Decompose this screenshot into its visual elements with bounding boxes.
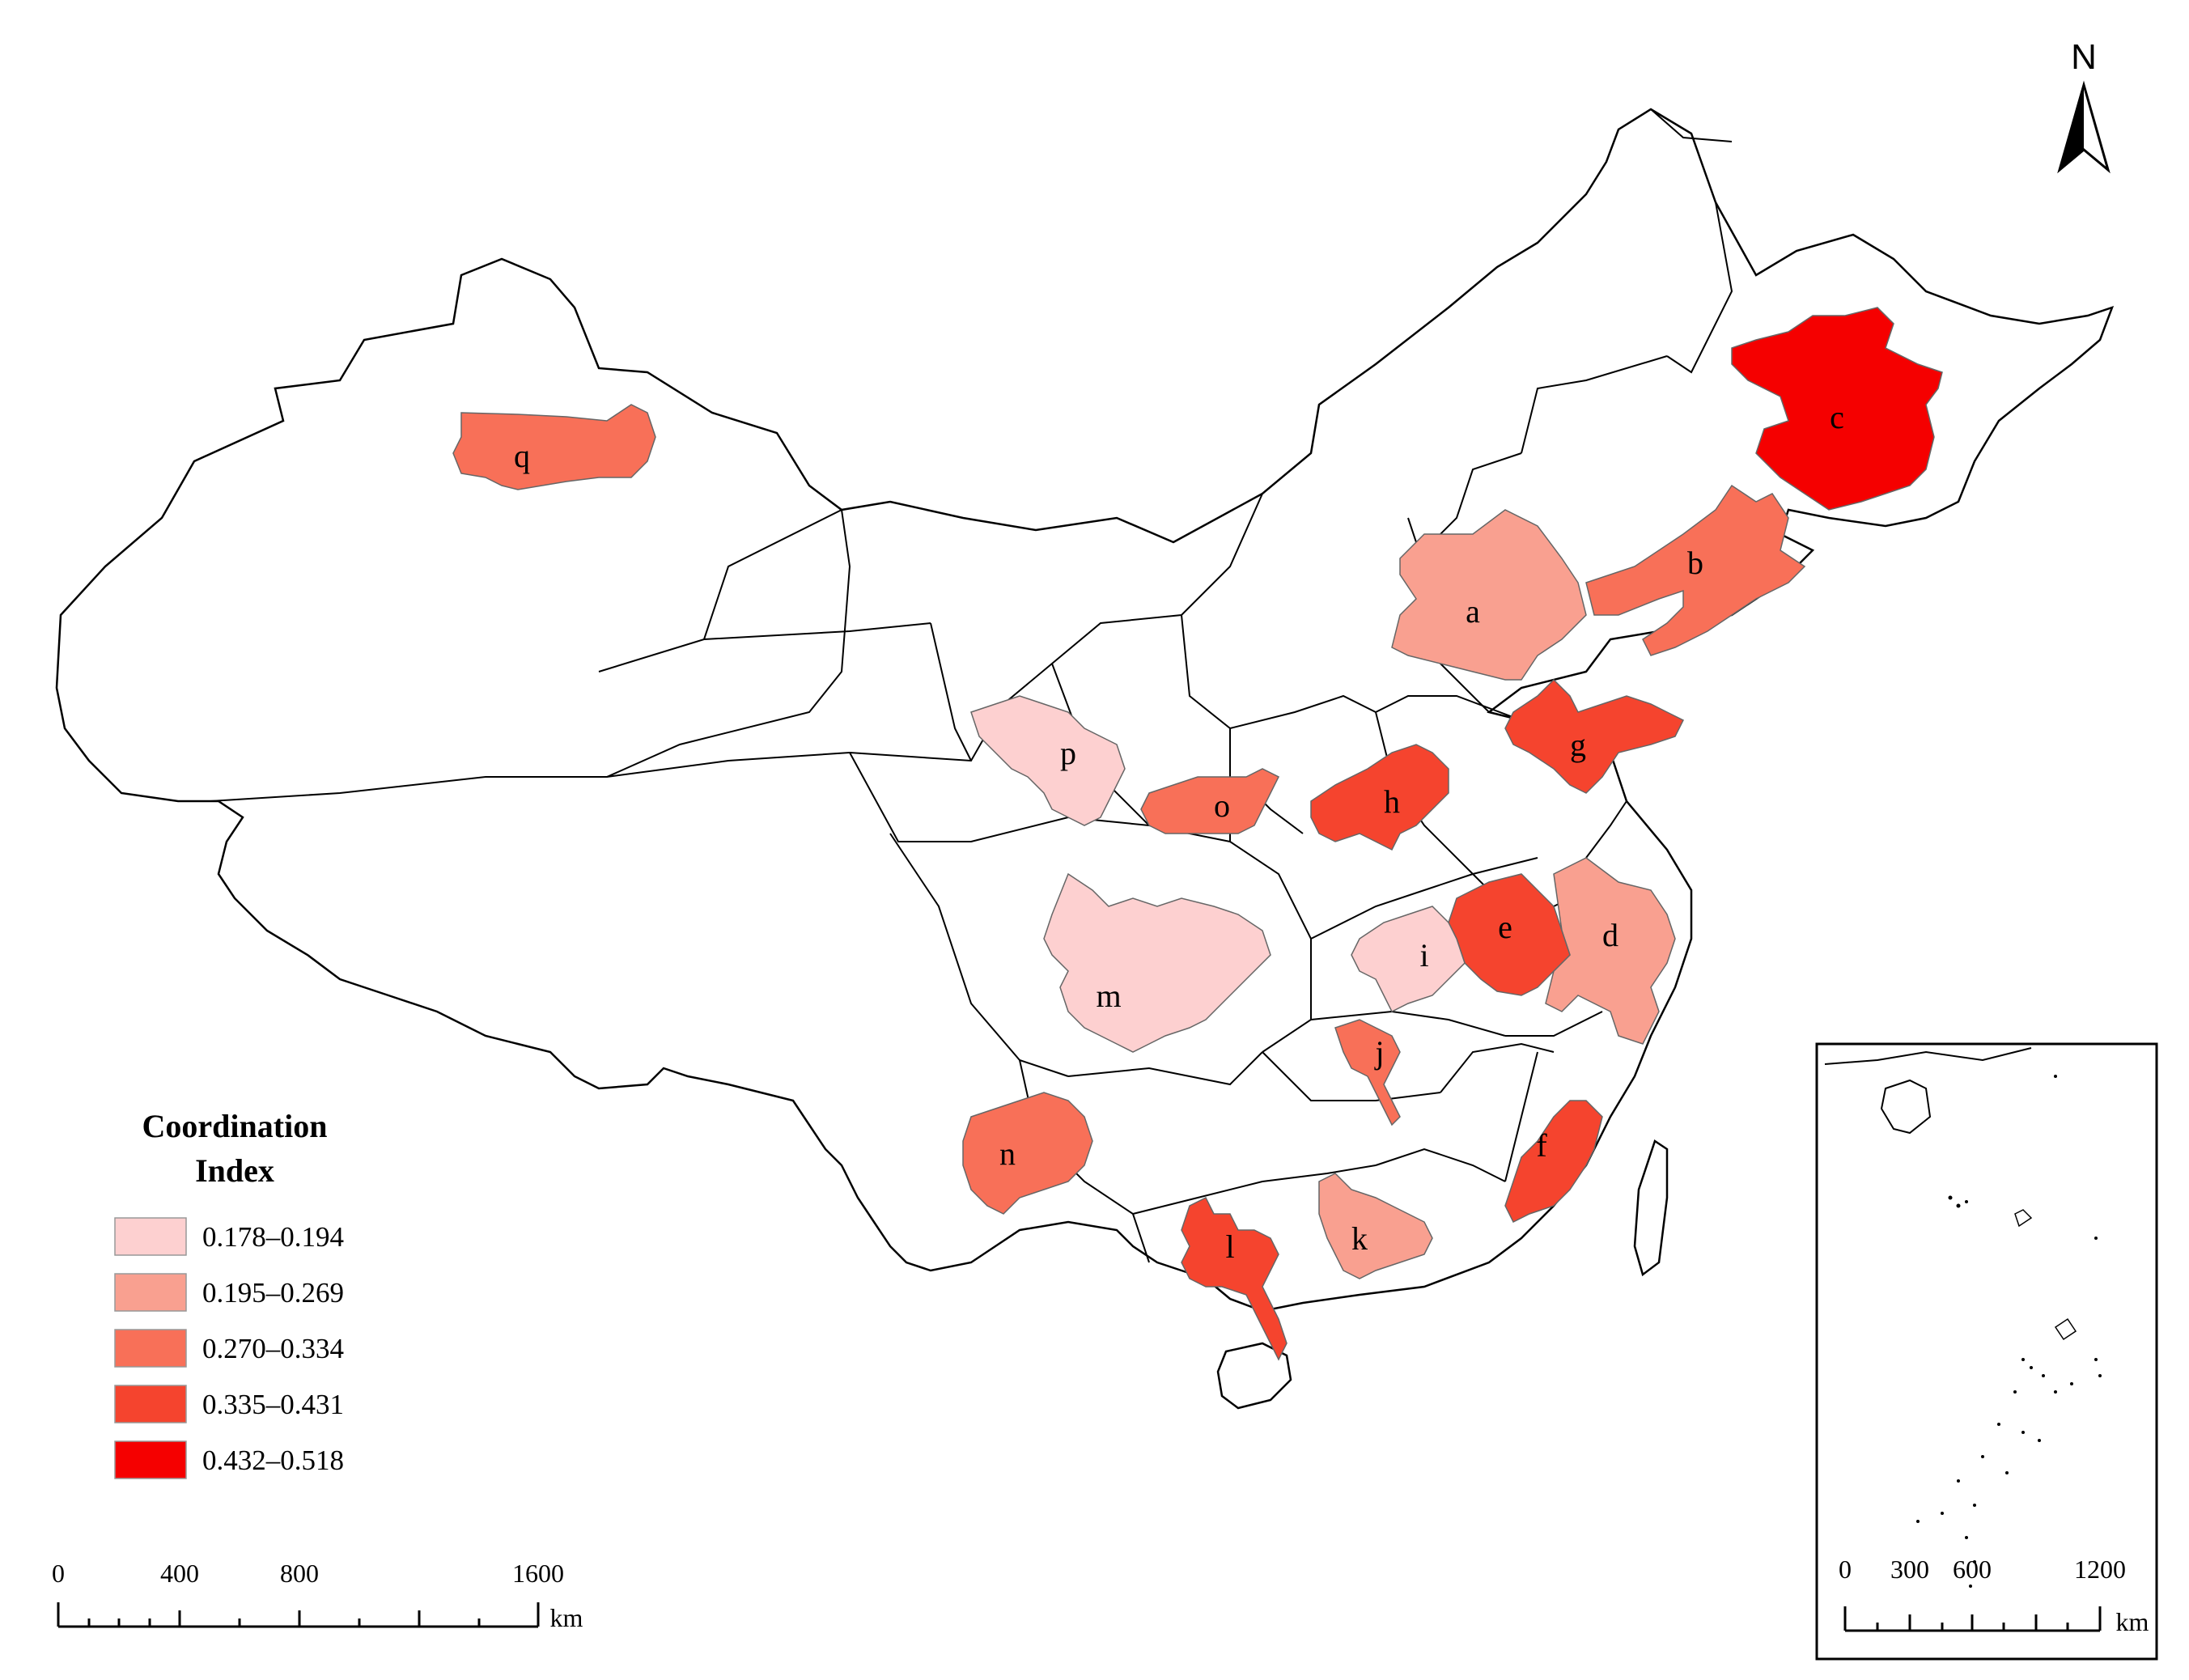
country-outline <box>55 108 2115 1313</box>
region-label-n: n <box>999 1135 1016 1172</box>
region-f-shape <box>1504 1100 1603 1224</box>
inset-scale-tick-0: 0 <box>1839 1555 1852 1584</box>
region-d-shape <box>1545 857 1676 1045</box>
region-p-shape <box>970 695 1126 826</box>
inset-scale-tick-3: 1200 <box>2074 1555 2126 1584</box>
region-i-shape <box>1351 906 1466 1013</box>
legend-swatch-1 <box>114 1273 187 1312</box>
region-label-a: a <box>1466 593 1480 630</box>
region-label-l: l <box>1225 1228 1234 1265</box>
region-label-f: f <box>1536 1127 1547 1164</box>
inset-scale-unit: km <box>2116 1607 2149 1636</box>
region-label-c: c <box>1830 399 1844 435</box>
legend-swatch-2 <box>114 1329 187 1368</box>
legend-label-2: 0.270–0.334 <box>202 1333 344 1364</box>
north-label: N <box>2071 37 2097 77</box>
region-label-q: q <box>514 438 530 474</box>
region-label-i: i <box>1419 937 1428 974</box>
scale-tick-label-1: 400 <box>160 1559 199 1588</box>
legend-swatch-4 <box>114 1440 187 1479</box>
inset-frame <box>1815 1042 2158 1661</box>
scale-unit: km <box>550 1603 583 1632</box>
region-k-shape <box>1318 1173 1433 1279</box>
scale-bar: 0 400 800 1600 km <box>52 1559 583 1632</box>
region-label-e: e <box>1498 909 1512 945</box>
hainan-outline <box>1216 1342 1292 1410</box>
inset-scale-tick-1: 300 <box>1890 1555 1929 1584</box>
region-c-shape <box>1731 307 1943 511</box>
region-n-shape <box>962 1092 1093 1215</box>
legend-label-1: 0.195–0.269 <box>202 1277 344 1309</box>
region-label-j: j <box>1373 1034 1384 1071</box>
region-g-shape <box>1504 678 1685 794</box>
region-l-shape <box>1181 1196 1288 1361</box>
region-j-shape <box>1334 1019 1401 1126</box>
region-h-shape <box>1310 744 1449 851</box>
region-polygons <box>452 307 1943 1361</box>
region-m-shape <box>1043 872 1271 1053</box>
region-b-shape <box>1585 484 1806 656</box>
scale-tick-label-0: 0 <box>52 1559 65 1588</box>
north-arrow: N <box>2057 37 2111 174</box>
region-a-shape <box>1391 509 1587 681</box>
inset-map: 0 300 600 1200 km <box>1815 1042 2158 1661</box>
inset-scale-tick-2: 600 <box>1953 1555 1992 1584</box>
scale-tick-label-3: 1600 <box>512 1559 564 1588</box>
taiwan-outline <box>1633 1139 1669 1277</box>
region-label-g: g <box>1570 727 1586 763</box>
legend-swatch-0 <box>114 1217 187 1256</box>
region-label-p: p <box>1060 735 1076 771</box>
region-label-k: k <box>1351 1220 1368 1257</box>
province-boundaries <box>210 108 1733 1263</box>
region-label-h: h <box>1384 783 1400 820</box>
legend-label-4: 0.432–0.518 <box>202 1445 344 1476</box>
legend-label-3: 0.335–0.431 <box>202 1389 344 1420</box>
scale-tick-label-2: 800 <box>280 1559 319 1588</box>
region-label-d: d <box>1602 917 1618 953</box>
region-label-b: b <box>1687 545 1703 581</box>
region-q-shape <box>452 404 656 490</box>
legend-label-0: 0.178–0.194 <box>202 1221 344 1253</box>
legend: Coordination Index 0.178–0.194 0.195–0.26… <box>114 1108 344 1479</box>
region-label-m: m <box>1096 978 1121 1014</box>
region-o-shape <box>1140 768 1280 834</box>
legend-title-line2: Index <box>195 1152 274 1189</box>
legend-title-line1: Coordination <box>142 1108 328 1144</box>
region-label-o: o <box>1214 787 1230 824</box>
legend-swatch-3 <box>114 1385 187 1423</box>
region-labels: a b c d e f g h i j k l m n o p q <box>514 399 1844 1265</box>
